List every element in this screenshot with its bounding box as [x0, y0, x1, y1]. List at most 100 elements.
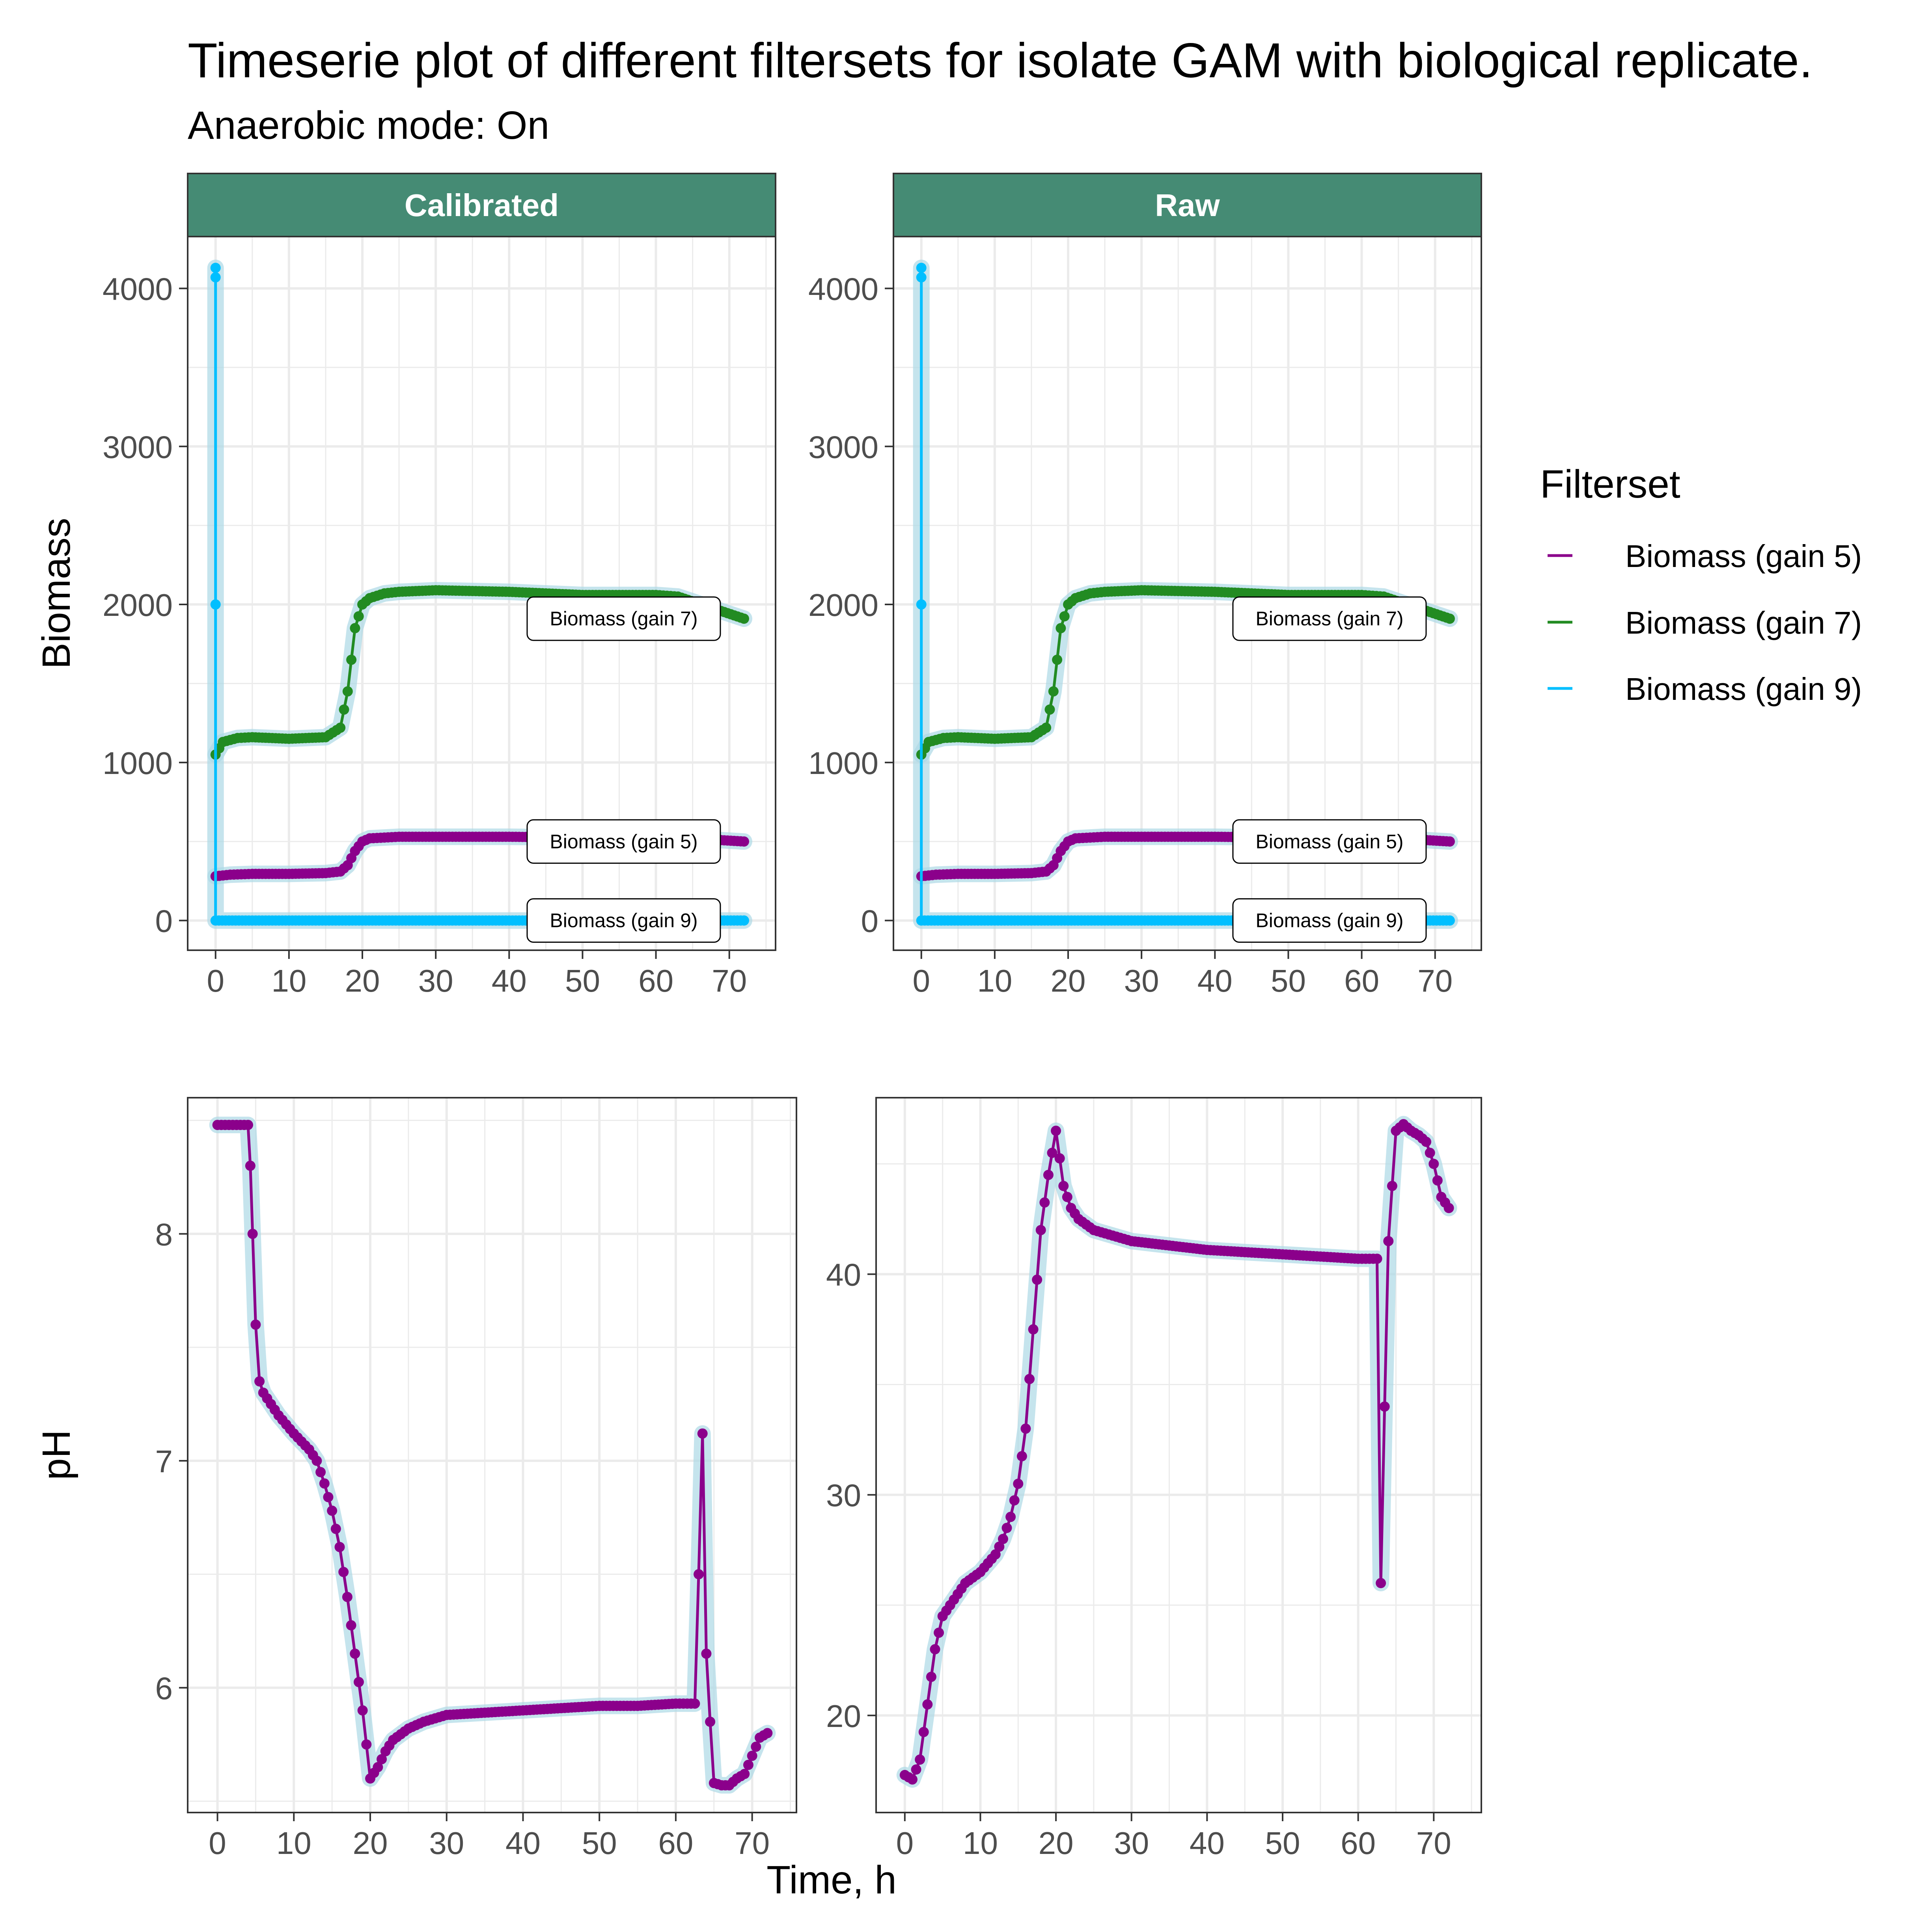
x-tick-label: 10	[276, 1826, 311, 1861]
data-point	[1444, 915, 1455, 926]
data-point	[1432, 1175, 1443, 1186]
x-tick-label: 60	[1344, 963, 1379, 998]
panel-border	[187, 1097, 797, 1813]
y-tick-label: 3000	[808, 429, 878, 464]
data-point	[373, 1762, 383, 1772]
data-point	[739, 1769, 750, 1779]
x-tick-label: 20	[1051, 963, 1086, 998]
chart-subtitle: Anaerobic mode: On	[188, 103, 549, 147]
end-label-box	[1232, 898, 1427, 943]
end-label-biomass-gain-7-: Biomass (gain 7)	[526, 596, 721, 641]
data-point	[1044, 704, 1055, 715]
x-tick-label: 70	[712, 963, 747, 998]
data-point	[918, 1727, 929, 1737]
x-tick-label: 10	[963, 1826, 998, 1861]
x-tick-label: 60	[658, 1826, 693, 1861]
x-tick-label: 70	[1417, 963, 1453, 998]
legend-item-gain-5: Biomass (gain 5)	[1548, 539, 1862, 574]
data-point	[210, 272, 221, 283]
data-point	[311, 1455, 322, 1466]
data-point	[1444, 836, 1455, 847]
data-point	[1428, 1158, 1439, 1169]
strip-label-calibrated: Calibrated	[405, 188, 559, 223]
end-label-text: Biomass (gain 7)	[550, 608, 697, 630]
data-point	[1024, 1374, 1035, 1384]
data-point	[353, 1677, 364, 1688]
data-point	[1035, 1225, 1046, 1235]
data-point	[1052, 655, 1063, 665]
data-point	[327, 1505, 338, 1516]
legend-item-gain-9: Biomass (gain 9)	[1548, 671, 1862, 707]
data-point	[346, 1620, 356, 1631]
x-tick-label: 0	[209, 1826, 226, 1861]
data-point	[1444, 614, 1455, 624]
data-point	[990, 1549, 1001, 1560]
data-point	[1059, 611, 1070, 622]
data-point	[245, 1160, 255, 1171]
data-point	[738, 915, 749, 926]
x-tick-label: 20	[353, 1826, 388, 1861]
x-tick-label: 10	[271, 963, 306, 998]
data-point	[1425, 1147, 1435, 1158]
data-point	[1376, 1578, 1386, 1589]
x-tick-label: 50	[1265, 1826, 1300, 1861]
data-point	[254, 1376, 265, 1387]
panels: Biomass (gain 5) Biomass (gain 7) Biomass …	[34, 173, 1482, 1861]
y-tick-label: 20	[826, 1699, 861, 1734]
x-tick-label: 60	[1341, 1826, 1376, 1861]
data-point	[1421, 1136, 1432, 1147]
data-point	[323, 1492, 334, 1502]
x-tick-label: 70	[735, 1826, 770, 1861]
data-point	[1016, 1451, 1027, 1462]
x-tick-label: 0	[207, 963, 224, 998]
plot-area	[896, 1116, 1457, 1788]
data-point	[1051, 1125, 1061, 1136]
data-point	[350, 623, 360, 634]
data-point	[1054, 1153, 1065, 1164]
data-point	[210, 263, 221, 273]
data-point	[1039, 1197, 1050, 1208]
data-point	[247, 1229, 258, 1239]
x-tick-label: 40	[1190, 1826, 1225, 1861]
data-point	[1041, 722, 1052, 733]
axes: 0 10 20 30 40 50 60 70 0 1000 2000 3000 4000	[808, 271, 1453, 998]
data-point	[926, 1671, 936, 1682]
data-point	[1013, 1479, 1024, 1489]
strip-label-raw: Raw	[1155, 188, 1220, 223]
data-point	[315, 1467, 326, 1477]
data-point	[330, 1524, 341, 1534]
y-axis-title: Biomass	[34, 518, 78, 669]
x-tick-label: 0	[896, 1826, 914, 1861]
y-tick-label: 0	[155, 904, 173, 939]
data-point	[1028, 1324, 1039, 1335]
end-label-box	[1232, 819, 1427, 864]
x-tick-label: 40	[1197, 963, 1233, 998]
data-point	[911, 1764, 921, 1775]
y-tick-label: 1000	[808, 746, 878, 781]
data-point	[690, 1698, 700, 1709]
panel-ph-raw: 0 10 20 30 40 50 60 70 20 30 40	[826, 1097, 1482, 1861]
plot-area	[209, 1117, 776, 1794]
data-point	[353, 611, 364, 622]
data-point	[1005, 1512, 1016, 1522]
data-point	[930, 1644, 940, 1654]
x-tick-label: 70	[1416, 1826, 1451, 1861]
data-point	[705, 1716, 716, 1727]
legend: Filterset Biomass (gain 5) Biomass (gain…	[1540, 462, 1862, 707]
panel-calibrated: Biomass (gain 5) Biomass (gain 7) Biomass …	[34, 173, 776, 998]
data-point	[934, 1627, 944, 1638]
end-label-biomass-gain-9-: Biomass (gain 9)	[1232, 898, 1427, 943]
data-point	[1020, 1423, 1031, 1434]
data-point	[361, 1739, 372, 1750]
end-label-text: Biomass (gain 5)	[550, 830, 697, 852]
end-label-box	[526, 898, 721, 943]
data-point	[916, 272, 927, 283]
strip-raw	[893, 173, 1482, 237]
end-label-box	[526, 819, 721, 864]
y-tick-label: 0	[861, 904, 879, 939]
data-point	[922, 1699, 933, 1710]
y-tick-label: 1000	[103, 746, 173, 781]
y-tick-label: 2000	[808, 587, 878, 623]
data-point	[907, 1774, 918, 1785]
